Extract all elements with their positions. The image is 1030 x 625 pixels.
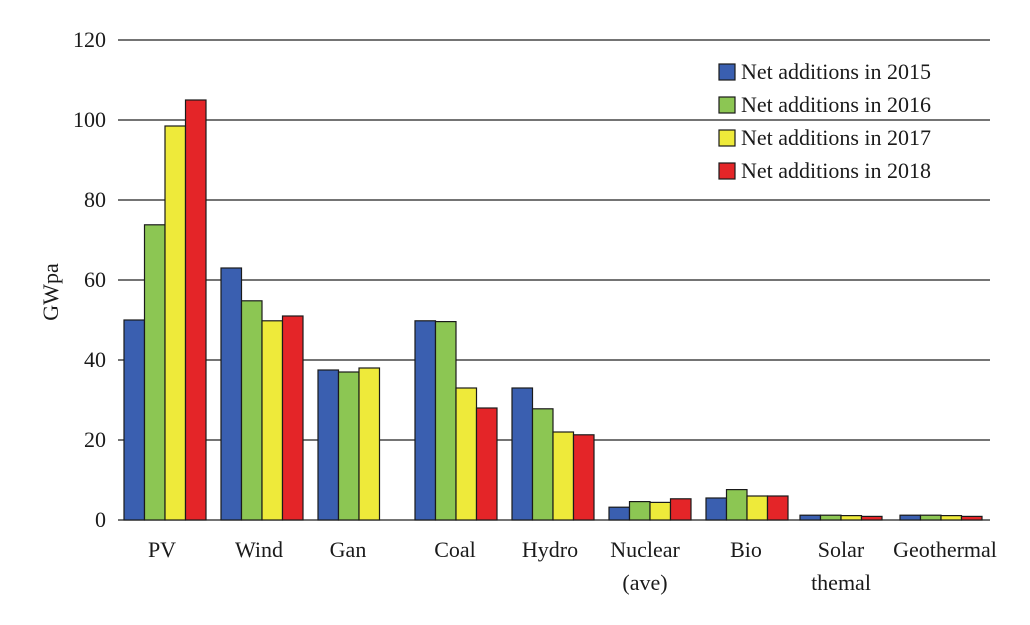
- bar: [317, 369, 340, 521]
- bar: [531, 408, 554, 521]
- legend-swatch: [718, 96, 736, 114]
- bar: [860, 515, 883, 521]
- bars: [123, 99, 983, 521]
- category-label: Coal: [434, 537, 476, 562]
- y-axis-label: GWpa: [38, 263, 63, 321]
- y-tick-label: 120: [73, 27, 106, 52]
- bar: [123, 319, 146, 521]
- bar: [414, 320, 437, 521]
- bar: [766, 495, 789, 521]
- bar: [608, 506, 631, 521]
- bar: [725, 489, 748, 521]
- category-label: Gan: [330, 537, 367, 562]
- bar: [281, 315, 304, 521]
- legend-label: Net additions in 2017: [741, 125, 931, 150]
- bar: [261, 320, 284, 521]
- y-tick-label: 80: [84, 187, 106, 212]
- bar: [746, 495, 769, 521]
- y-tick-label: 40: [84, 347, 106, 372]
- bar: [628, 501, 651, 521]
- category-labels: PV Wind Gan Coal Hydro Nuclear (ave) Bio Solar th…: [148, 537, 997, 595]
- category-label: themal: [811, 570, 871, 595]
- legend: Net additions in 2015 Net additions in 20…: [718, 59, 931, 183]
- legend-label: Net additions in 2016: [741, 92, 931, 117]
- category-label: Wind: [235, 537, 283, 562]
- bar: [358, 367, 381, 521]
- bar: [940, 514, 963, 521]
- bar: [819, 514, 842, 521]
- bar: [669, 498, 692, 521]
- y-tick-label: 0: [95, 507, 106, 532]
- bar: [572, 434, 595, 521]
- bar: [143, 224, 166, 521]
- bar: [337, 371, 360, 521]
- legend-swatch: [718, 129, 736, 147]
- category-label: Bio: [730, 537, 762, 562]
- category-label: Hydro: [522, 537, 578, 562]
- bar: [220, 267, 243, 521]
- category-label: Geothermal: [893, 537, 997, 562]
- category-label: (ave): [622, 570, 667, 595]
- bar: [649, 501, 672, 521]
- category-label: Solar: [818, 537, 865, 562]
- bar: [919, 514, 942, 521]
- y-tick-label: 100: [73, 107, 106, 132]
- category-label: Nuclear: [610, 537, 680, 562]
- bar: [164, 125, 187, 521]
- y-axis-ticks: 0 20 40 60 80 100 120: [73, 27, 106, 532]
- bar: [455, 387, 478, 521]
- bar: [240, 300, 263, 521]
- bar: [840, 514, 863, 521]
- bar: [799, 514, 822, 521]
- bar: [511, 387, 534, 521]
- bar: [475, 407, 498, 521]
- bar: [960, 515, 983, 521]
- y-tick-label: 20: [84, 427, 106, 452]
- bar: [552, 431, 575, 521]
- legend-label: Net additions in 2018: [741, 158, 931, 183]
- bar: [899, 514, 922, 521]
- bar: [184, 99, 207, 521]
- legend-swatch: [718, 63, 736, 81]
- y-tick-label: 60: [84, 267, 106, 292]
- category-label: PV: [148, 537, 176, 562]
- legend-label: Net additions in 2015: [741, 59, 931, 84]
- legend-swatch: [718, 162, 736, 180]
- bar: [434, 321, 457, 521]
- bar: [705, 497, 728, 521]
